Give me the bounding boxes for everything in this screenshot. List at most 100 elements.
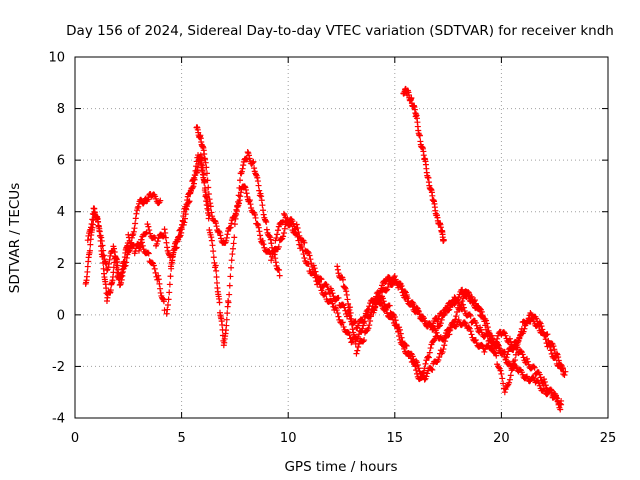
data-point — [151, 265, 158, 272]
data-point — [84, 268, 91, 275]
data-point — [547, 347, 554, 354]
data-point — [465, 293, 472, 300]
data-point — [164, 302, 171, 309]
data-point — [392, 276, 399, 283]
data-point — [257, 232, 264, 239]
data-point — [391, 273, 398, 280]
data-point — [299, 247, 306, 254]
data-point — [420, 369, 427, 376]
data-point — [246, 155, 253, 162]
data-point — [367, 313, 374, 320]
data-point — [473, 322, 480, 329]
data-point — [346, 306, 353, 313]
data-point — [481, 318, 488, 325]
data-point — [237, 177, 244, 184]
data-point — [223, 237, 230, 244]
data-point — [335, 294, 342, 301]
data-point — [251, 211, 258, 218]
data-point — [266, 233, 273, 240]
data-point — [334, 310, 341, 317]
data-point — [383, 287, 390, 294]
data-point — [130, 228, 137, 235]
data-point — [361, 337, 368, 344]
data-point — [512, 357, 519, 364]
axis-ticks: 0 5 10 15 20 25 -4 -2 0 2 4 6 8 10 — [48, 51, 616, 447]
data-point — [164, 306, 171, 313]
data-point — [193, 163, 200, 170]
data-point — [507, 372, 514, 379]
data-point — [128, 239, 135, 246]
data-point — [100, 247, 107, 254]
data-point — [224, 310, 231, 317]
data-point — [349, 326, 356, 333]
data-point — [536, 382, 543, 389]
data-point — [166, 281, 173, 288]
y-tick-label: 6 — [57, 154, 65, 169]
data-point — [354, 347, 361, 354]
data-point — [395, 328, 402, 335]
data-point — [180, 213, 187, 220]
data-point — [265, 248, 272, 255]
data-point — [132, 220, 139, 227]
data-point — [112, 253, 119, 260]
data-point — [382, 305, 389, 312]
data-point — [560, 371, 567, 378]
data-point — [514, 341, 521, 348]
data-point — [259, 237, 266, 244]
data-point — [123, 259, 130, 266]
data-point — [495, 364, 502, 371]
data-point — [533, 315, 540, 322]
data-point — [205, 184, 212, 191]
data-point — [539, 326, 546, 333]
data-point — [180, 208, 187, 215]
data-point — [224, 303, 231, 310]
data-point — [366, 303, 373, 310]
data-point — [230, 240, 237, 247]
data-point — [273, 235, 280, 242]
data-point — [419, 372, 426, 379]
data-point — [512, 351, 519, 358]
data-point — [437, 320, 444, 327]
data-point — [111, 245, 118, 252]
series-trace-5 — [193, 124, 565, 413]
series-trace-9 — [400, 85, 447, 244]
chart-title: Day 156 of 2024, Sidereal Day-to-day VTE… — [66, 23, 614, 39]
data-point — [122, 262, 129, 269]
data-point — [500, 380, 507, 387]
data-point — [431, 337, 438, 344]
data-point — [535, 380, 542, 387]
data-point — [561, 371, 568, 378]
data-point — [428, 366, 435, 373]
data-point — [435, 315, 442, 322]
data-point — [334, 263, 341, 270]
data-point — [228, 220, 235, 227]
data-point — [227, 273, 234, 280]
data-point — [226, 291, 233, 298]
data-point — [203, 201, 210, 208]
data-point — [274, 231, 281, 238]
data-point — [384, 284, 391, 291]
x-tick-label: 15 — [387, 431, 404, 446]
data-point — [134, 204, 141, 211]
data-point — [377, 296, 384, 303]
data-point — [422, 360, 429, 367]
data-point — [164, 244, 171, 251]
data-point — [394, 325, 401, 332]
data-point — [343, 291, 350, 298]
series-trace-8 — [374, 286, 567, 396]
data-point — [268, 240, 275, 247]
data-point — [213, 273, 220, 280]
data-point — [127, 243, 134, 250]
data-point — [402, 288, 409, 295]
data-point — [84, 237, 91, 244]
data-point — [208, 209, 215, 216]
data-point — [321, 291, 328, 298]
data-point — [127, 246, 134, 253]
data-point — [218, 235, 225, 242]
data-point — [279, 219, 286, 226]
data-point — [283, 217, 290, 224]
data-point — [371, 307, 378, 314]
y-tick-label: 10 — [48, 51, 65, 66]
data-point — [310, 262, 317, 269]
data-point — [103, 267, 110, 274]
